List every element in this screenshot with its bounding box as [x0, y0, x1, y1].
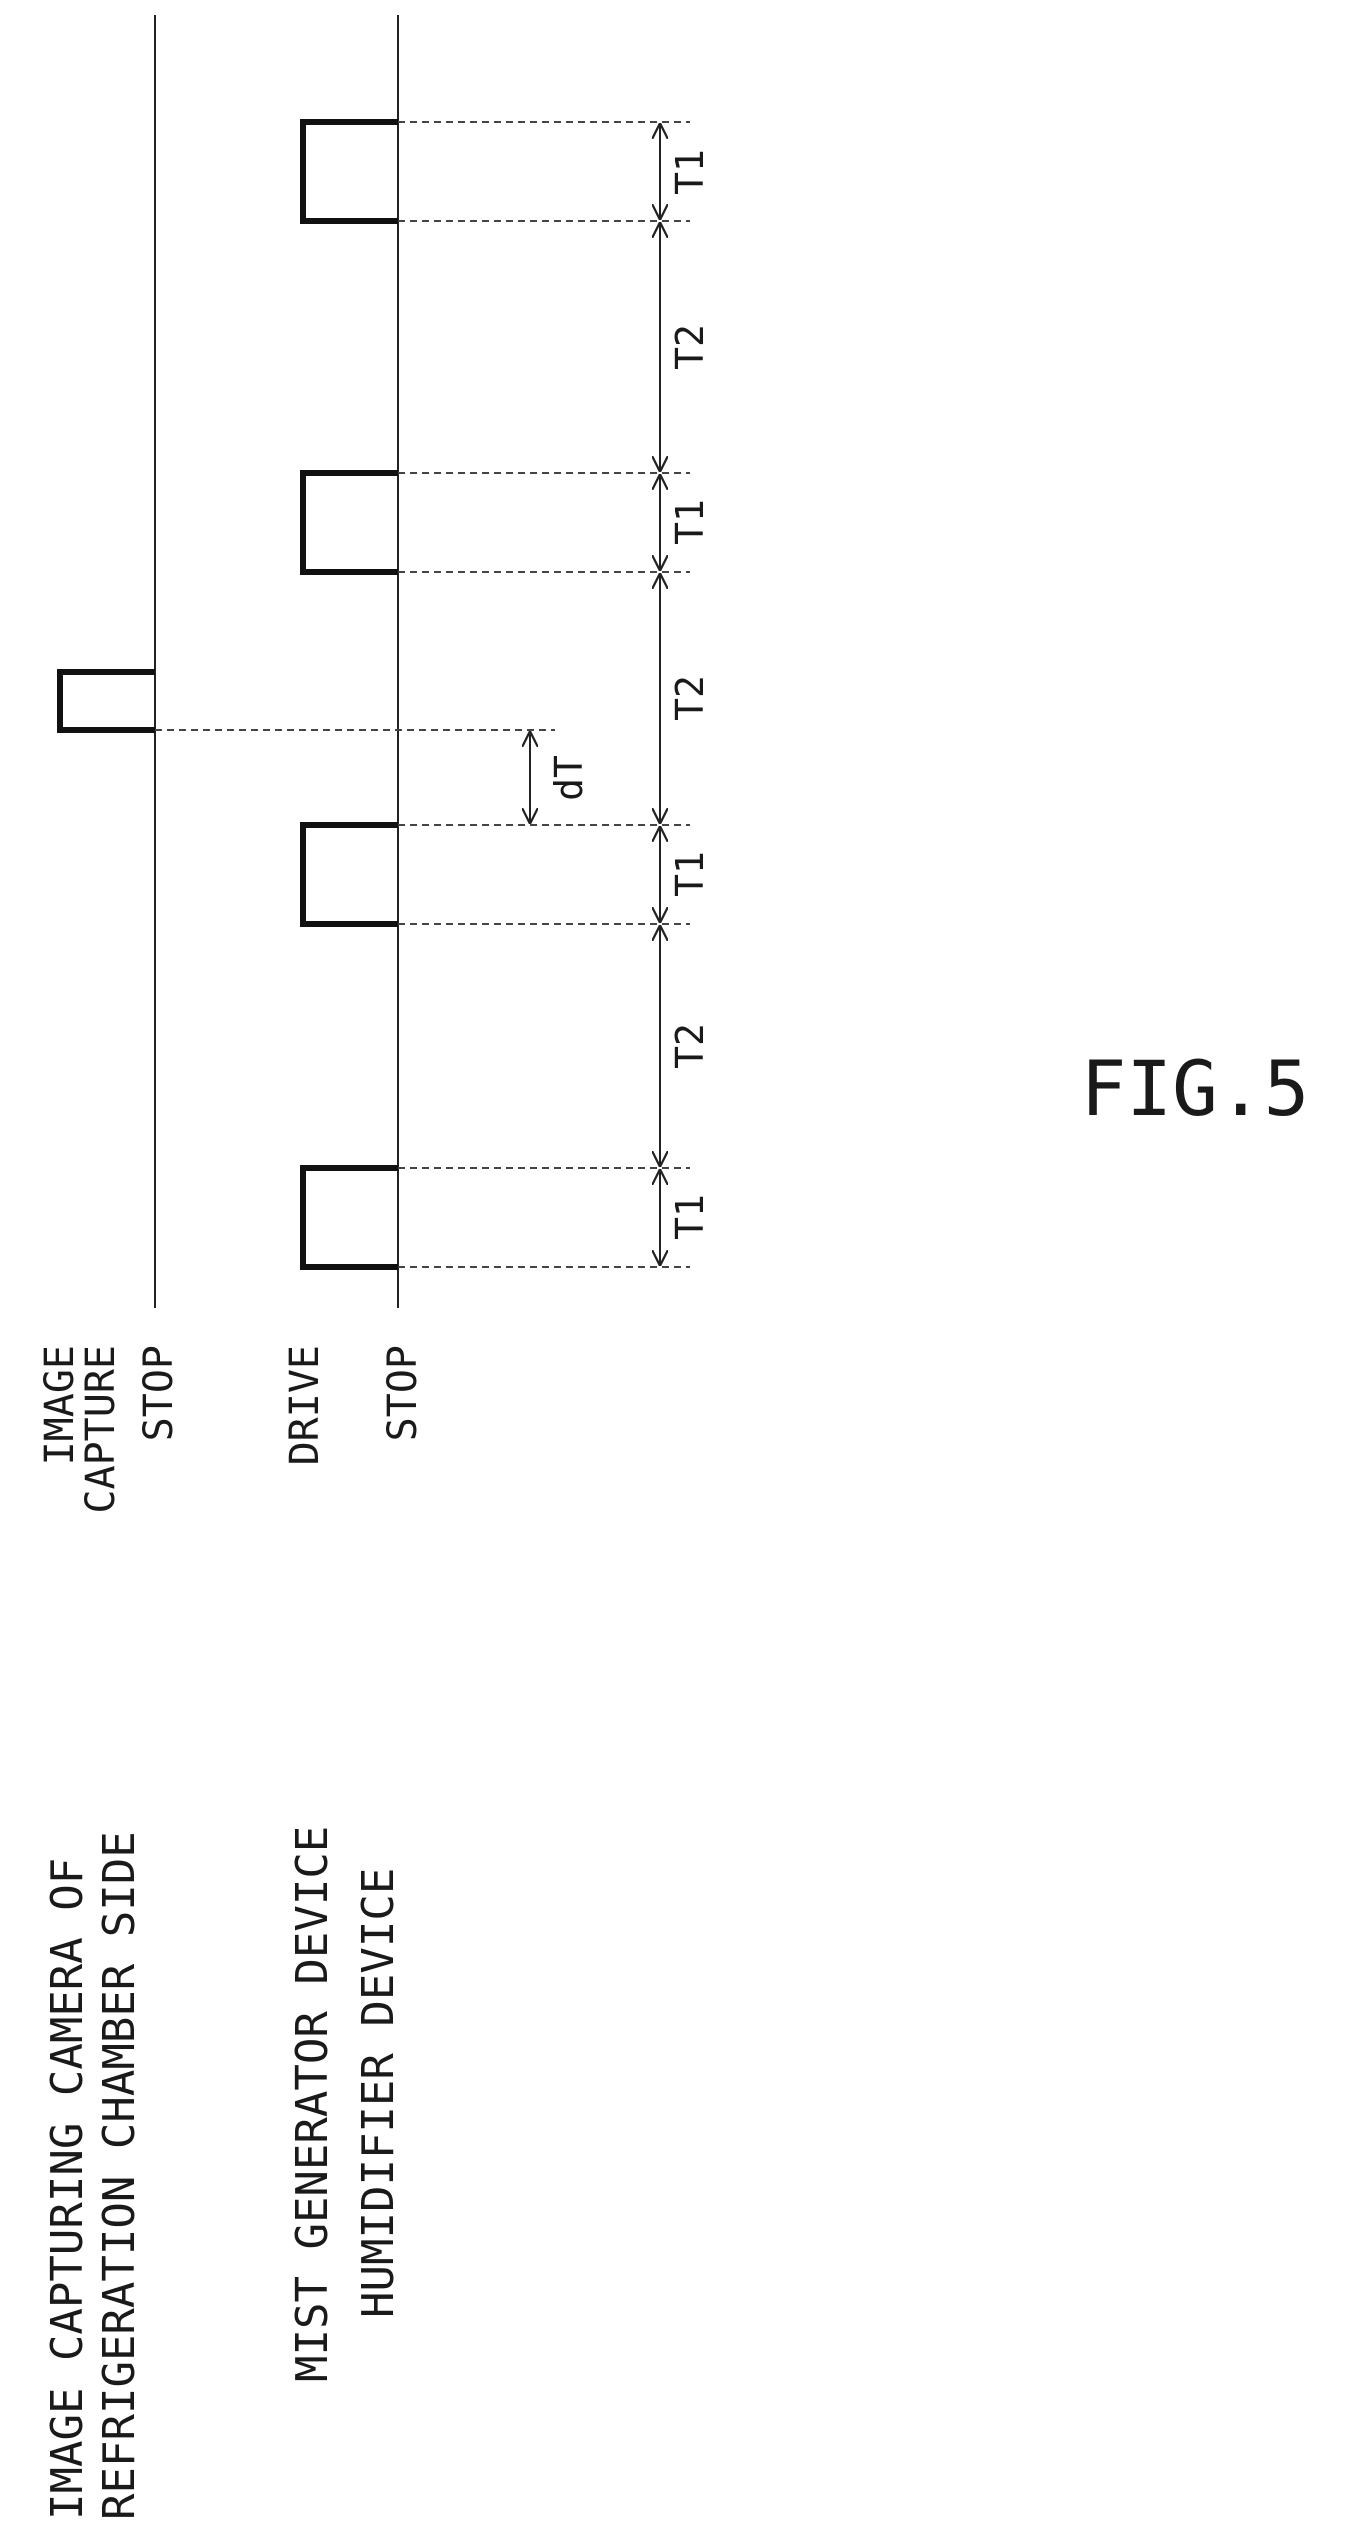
camera-stop-label: STOP [136, 1345, 182, 1441]
t1-label-2: T1 [668, 499, 712, 545]
drive-pulse-4 [303, 1168, 398, 1267]
extension-lines [155, 122, 690, 1267]
humidifier-label: HUMIDIFIER DEVICE [353, 1868, 404, 2318]
t2-label-1: T2 [668, 324, 712, 370]
dt-label: dT [547, 755, 591, 801]
t2-label-3: T2 [668, 1023, 712, 1069]
drive-pulse-3 [303, 825, 398, 924]
capture-label: CAPTURE [78, 1345, 124, 1514]
t1-label-1: T1 [668, 149, 712, 195]
t1-label-3: T1 [668, 851, 712, 897]
mist-generator-label: MIST GENERATOR DEVICE [287, 1826, 338, 2382]
image-capture-pulse [60, 672, 155, 730]
drive-label: DRIVE [282, 1345, 328, 1465]
drive-pulse-2 [303, 473, 398, 572]
image-label: IMAGE [37, 1345, 83, 1465]
t2-label-2: T2 [668, 675, 712, 721]
camera-name-line1-visible: IMAGE CAPTURING CAMERA OF [42, 1858, 93, 2520]
dimension-arrows [530, 124, 660, 1265]
camera-name-line2: REFRIGERATION CHAMBER SIDE [94, 1831, 145, 2520]
device-stop-label: STOP [380, 1345, 426, 1441]
drive-pulse-1 [303, 122, 398, 221]
t1-label-4: T1 [668, 1194, 712, 1240]
figure-caption: FIG.5 [1081, 1044, 1310, 1133]
